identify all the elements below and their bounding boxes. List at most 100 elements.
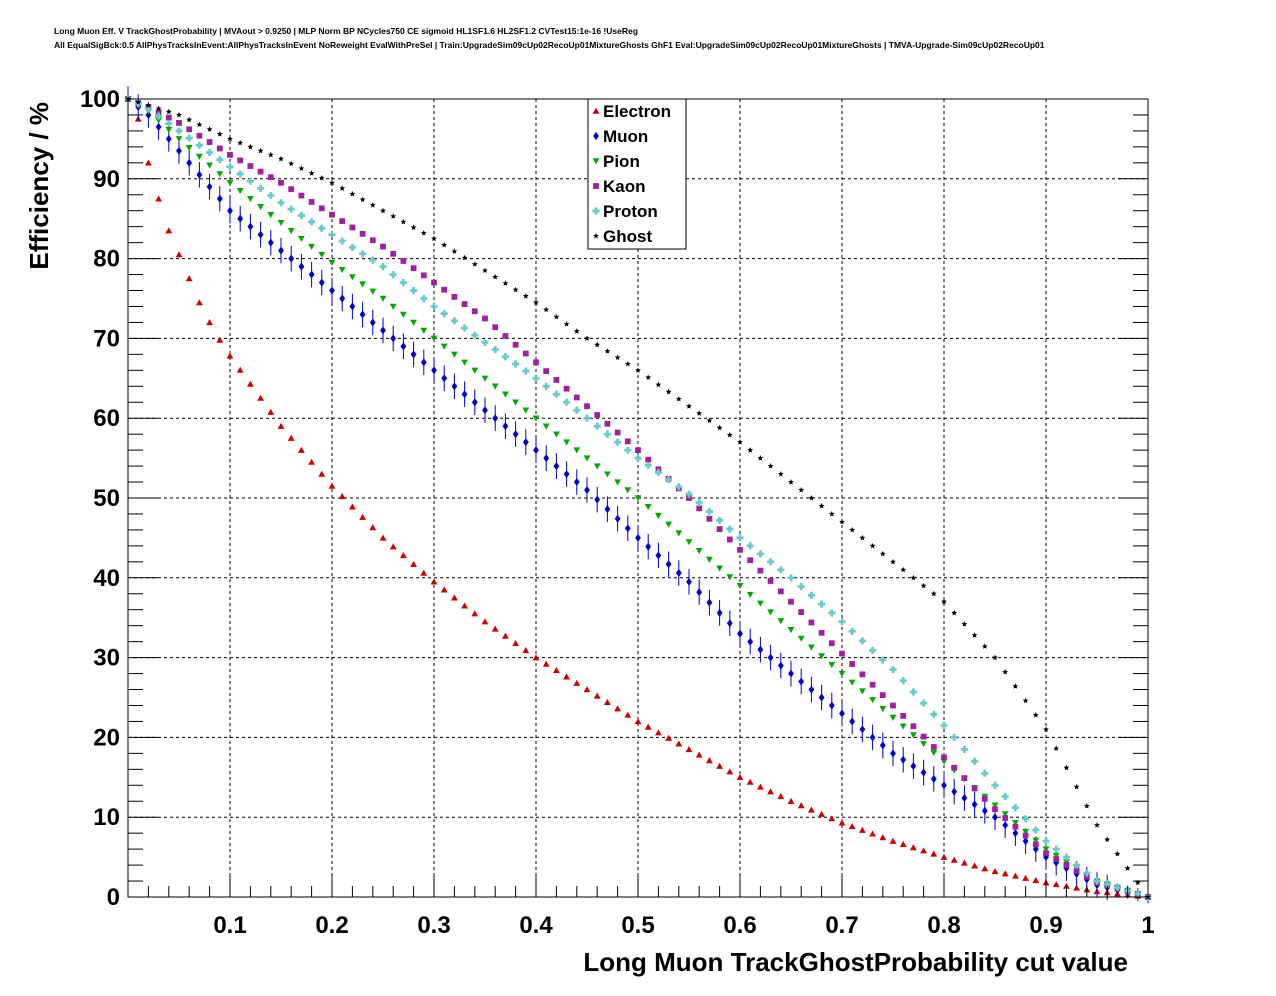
data-point-pion: [808, 644, 815, 651]
data-point-pion: [716, 565, 723, 572]
x-tick-label: 0.8: [927, 912, 960, 939]
data-point-muon: [726, 619, 733, 628]
data-point-pion: [502, 391, 509, 398]
data-point-muon: [482, 406, 488, 415]
data-point-kaon: [227, 151, 233, 158]
data-point-pion: [338, 267, 346, 274]
data-point-ghost: [767, 463, 774, 469]
data-point-ghost: [604, 348, 611, 354]
data-point-muon: [900, 755, 907, 764]
data-point-kaon: [278, 179, 284, 186]
data-point-electron: [287, 434, 295, 441]
legend-marker-muon: [593, 131, 599, 141]
data-point-ghost: [706, 417, 713, 424]
data-point-proton: [634, 454, 642, 462]
data-point-muon: [165, 134, 172, 143]
y-tick-label: 60: [93, 405, 120, 432]
data-point-ghost: [696, 410, 703, 416]
data-point-electron: [349, 503, 356, 510]
data-point-electron: [971, 862, 978, 869]
data-point-electron: [634, 718, 642, 725]
data-point-electron: [308, 458, 315, 465]
data-point-ghost: [665, 388, 672, 395]
data-point-ghost: [686, 403, 692, 409]
y-tick-label: 0: [107, 884, 120, 911]
data-point-pion: [899, 723, 907, 730]
legend-label-muon: Muon: [603, 127, 648, 146]
data-point-kaon: [543, 368, 550, 375]
data-point-proton: [981, 769, 989, 777]
data-point-electron: [542, 660, 550, 667]
data-point-ghost: [247, 143, 254, 150]
data-point-muon: [828, 701, 835, 710]
data-point-kaon: [308, 199, 315, 205]
data-point-proton: [828, 609, 836, 617]
x-tick-label: 0.6: [723, 912, 756, 939]
data-point-pion: [859, 688, 866, 695]
data-point-electron: [206, 319, 213, 326]
data-point-ghost: [614, 354, 621, 361]
data-point-muon: [390, 334, 397, 343]
data-point-pion: [675, 530, 683, 537]
data-point-pion: [706, 556, 713, 563]
data-point-ghost: [737, 439, 743, 445]
data-point-ghost: [1124, 865, 1131, 871]
data-point-pion: [247, 196, 254, 203]
data-point-proton: [175, 127, 183, 135]
data-point-kaon: [624, 438, 631, 445]
data-point-proton: [899, 677, 907, 685]
data-point-pion: [685, 539, 693, 546]
data-point-pion: [267, 211, 275, 219]
data-point-kaon: [879, 692, 886, 698]
data-point-proton: [430, 302, 438, 311]
data-point-electron: [767, 788, 774, 795]
data-point-ghost: [1104, 836, 1111, 843]
data-point-electron: [961, 859, 968, 866]
data-point-pion: [257, 204, 264, 211]
data-point-proton: [348, 243, 356, 251]
legend-marker-electron: [592, 107, 600, 114]
x-tick-label: 0.4: [519, 912, 553, 939]
data-point-kaon: [482, 315, 488, 322]
data-point-ghost: [1053, 745, 1060, 752]
data-point-ghost: [298, 165, 305, 171]
chart-title-line-1: Long Muon Eff. V TrackGhostProbability |…: [54, 26, 638, 36]
data-point-pion: [563, 439, 570, 446]
data-point-pion: [277, 219, 285, 227]
data-point-ghost: [165, 108, 172, 115]
data-point-proton: [991, 781, 999, 789]
data-point-electron: [145, 159, 152, 166]
y-axis-label: Efficiency / %: [24, 102, 54, 270]
data-point-kaon: [767, 578, 774, 584]
data-point-kaon: [155, 109, 162, 116]
data-point-muon: [992, 813, 998, 822]
data-point-kaon: [920, 733, 927, 740]
data-point-muon: [584, 485, 590, 495]
data-point-electron: [818, 810, 825, 817]
legend-marker-ghost: [593, 232, 599, 239]
data-point-pion: [879, 705, 887, 713]
data-point-pion: [593, 463, 601, 470]
data-point-proton: [399, 278, 407, 287]
data-point-muon: [971, 800, 978, 809]
data-point-electron: [930, 850, 938, 857]
data-point-proton: [267, 191, 275, 200]
data-point-ghost: [900, 566, 907, 573]
data-point-muon: [267, 238, 274, 247]
data-point-kaon: [828, 640, 835, 647]
data-point-kaon: [186, 126, 193, 133]
data-point-muon: [329, 286, 335, 295]
data-point-muon: [410, 350, 417, 359]
data-point-ghost: [288, 160, 295, 167]
data-point-muon: [788, 669, 794, 678]
data-point-kaon: [890, 702, 896, 709]
data-point-electron: [369, 524, 377, 531]
data-point-proton: [522, 367, 530, 375]
data-point-pion: [1001, 811, 1009, 818]
data-point-pion: [665, 521, 672, 528]
data-point-kaon: [533, 359, 539, 366]
data-point-kaon: [992, 806, 998, 813]
data-point-ghost: [390, 213, 397, 219]
data-point-electron: [1073, 884, 1080, 891]
legend-marker-kaon: [593, 183, 599, 189]
